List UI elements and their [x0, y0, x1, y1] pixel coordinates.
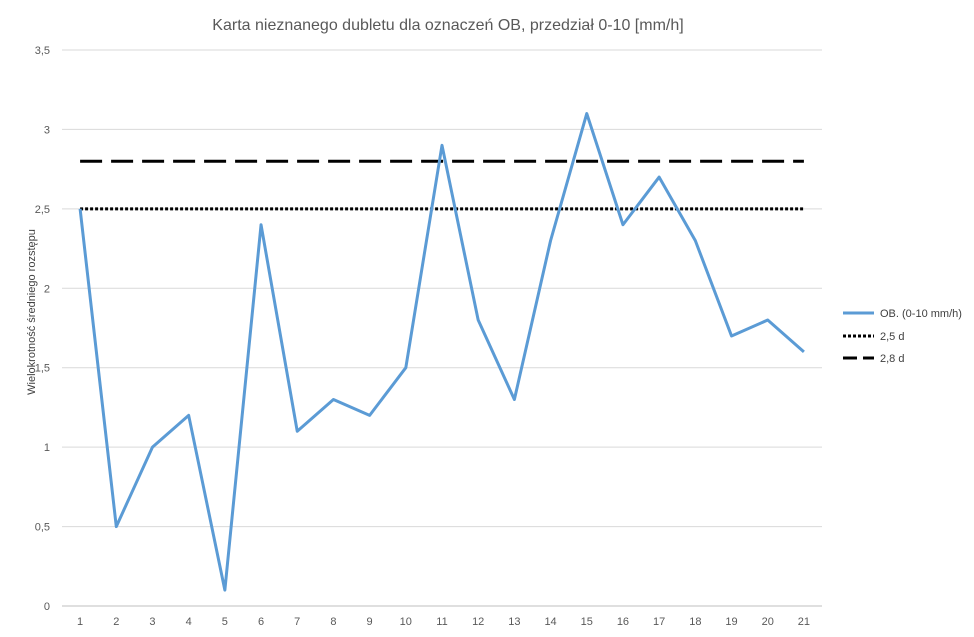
data-point: [331, 397, 335, 401]
x-tick-label: 1: [77, 616, 83, 628]
x-tick-label: 4: [186, 616, 192, 628]
data-point: [549, 239, 553, 243]
y-axis-title: Wielokrotność średniego rozstępu: [26, 229, 38, 395]
data-point: [150, 445, 154, 449]
x-tick-label: 19: [725, 616, 737, 628]
data-point: [78, 207, 82, 211]
data-point: [585, 112, 589, 116]
data-point: [223, 588, 227, 592]
data-point: [368, 413, 372, 417]
data-point: [440, 143, 444, 147]
x-tick-label: 8: [330, 616, 336, 628]
y-tick-label: 1: [44, 442, 50, 454]
legend: OB. (0-10 mm/h) 2,5 d 2,8 d: [843, 308, 962, 365]
y-axis-ticks: 0 0,5 1 1,5 2 2,5 3 3,5: [35, 45, 50, 613]
y-tick-label: 2: [44, 283, 50, 295]
legend-label: OB. (0-10 mm/h): [880, 308, 962, 320]
data-point: [657, 175, 661, 179]
x-tick-label: 16: [617, 616, 629, 628]
x-tick-label: 20: [762, 616, 774, 628]
data-point: [621, 223, 625, 227]
data-point: [512, 397, 516, 401]
y-tick-label: 1,5: [35, 363, 50, 375]
y-tick-label: 2,5: [35, 204, 50, 216]
x-tick-label: 11: [436, 616, 447, 628]
data-point: [404, 366, 408, 370]
x-tick-label: 17: [653, 616, 665, 628]
x-tick-label: 21: [798, 616, 810, 628]
x-tick-label: 3: [149, 616, 155, 628]
series-group: [78, 112, 806, 592]
x-tick-label: 18: [689, 616, 701, 628]
data-point: [766, 318, 770, 322]
data-point: [730, 334, 734, 338]
x-tick-label: 15: [581, 616, 593, 628]
data-point: [802, 350, 806, 354]
x-tick-label: 14: [544, 616, 556, 628]
x-tick-label: 2: [113, 616, 119, 628]
data-point: [114, 525, 118, 529]
x-tick-label: 5: [222, 616, 228, 628]
y-tick-label: 0,5: [35, 522, 50, 534]
x-axis-ticks: 1 2 3 4 5 6 7 8 9 10 11 12 13 14 15 16 17 18 19 20 21: [77, 616, 810, 628]
legend-label: 2,5 d: [880, 331, 904, 343]
series-line-1: [78, 112, 805, 592]
x-tick-label: 10: [400, 616, 412, 628]
data-point: [187, 413, 191, 417]
data-point: [295, 429, 299, 433]
x-tick-label: 12: [472, 616, 484, 628]
data-point: [259, 223, 263, 227]
x-tick-label: 9: [367, 616, 373, 628]
data-point: [693, 239, 697, 243]
chart-title: Karta nieznanego dubletu dla oznaczeń OB…: [212, 17, 683, 34]
y-tick-label: 3,5: [35, 45, 50, 57]
gridlines: [62, 49, 822, 607]
data-point: [476, 318, 480, 322]
x-tick-label: 6: [258, 616, 264, 628]
x-tick-label: 7: [294, 616, 300, 628]
x-tick-label: 13: [508, 616, 520, 628]
legend-label: 2,8 d: [880, 353, 904, 365]
y-tick-label: 0: [44, 601, 50, 613]
y-tick-label: 3: [44, 124, 50, 136]
